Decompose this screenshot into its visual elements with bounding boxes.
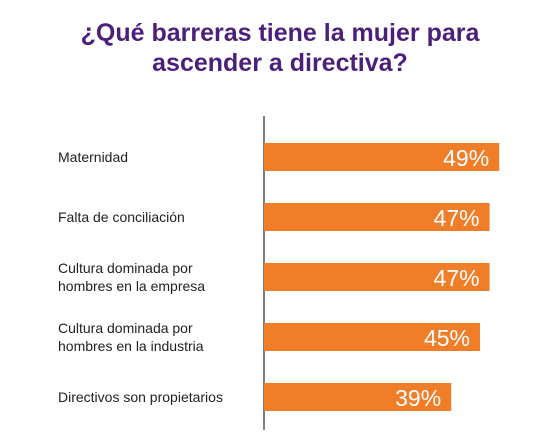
bar bbox=[264, 263, 490, 291]
bar bbox=[264, 143, 500, 171]
category-label: Cultura dominada por hombres en la empres… bbox=[58, 260, 205, 294]
category-label: Maternidad bbox=[58, 149, 128, 165]
bar-value-label: 47% bbox=[434, 205, 480, 231]
bar-value-label: 49% bbox=[443, 145, 489, 171]
bar-value-label: 45% bbox=[424, 325, 470, 351]
category-label-line: hombres en la empresa bbox=[58, 278, 205, 294]
chart-title-line-1: ¿Qué barreras tiene la mujer para bbox=[80, 19, 480, 47]
category-label-line: Cultura dominada por bbox=[58, 260, 193, 276]
category-label-line: Maternidad bbox=[58, 149, 128, 165]
bar-value-label: 39% bbox=[395, 385, 441, 411]
category-label: Cultura dominada por hombres en la indust… bbox=[58, 320, 204, 354]
bar bbox=[264, 203, 490, 231]
chart-title: ¿Qué barreras tiene la mujer para ascend… bbox=[0, 18, 560, 78]
category-label-line: Falta de conciliación bbox=[58, 209, 185, 225]
category-label: Falta de conciliación bbox=[58, 209, 185, 225]
chart-title-line-2: ascender a directiva? bbox=[152, 49, 408, 77]
category-label-line: Directivos son propietarios bbox=[58, 389, 223, 405]
category-label: Directivos son propietarios bbox=[58, 389, 223, 405]
category-label-line: Cultura dominada por bbox=[58, 320, 193, 336]
bar-value-label: 47% bbox=[434, 265, 480, 291]
bar bbox=[264, 383, 452, 411]
bar bbox=[264, 323, 480, 351]
category-label-line: hombres en la industria bbox=[58, 338, 204, 354]
